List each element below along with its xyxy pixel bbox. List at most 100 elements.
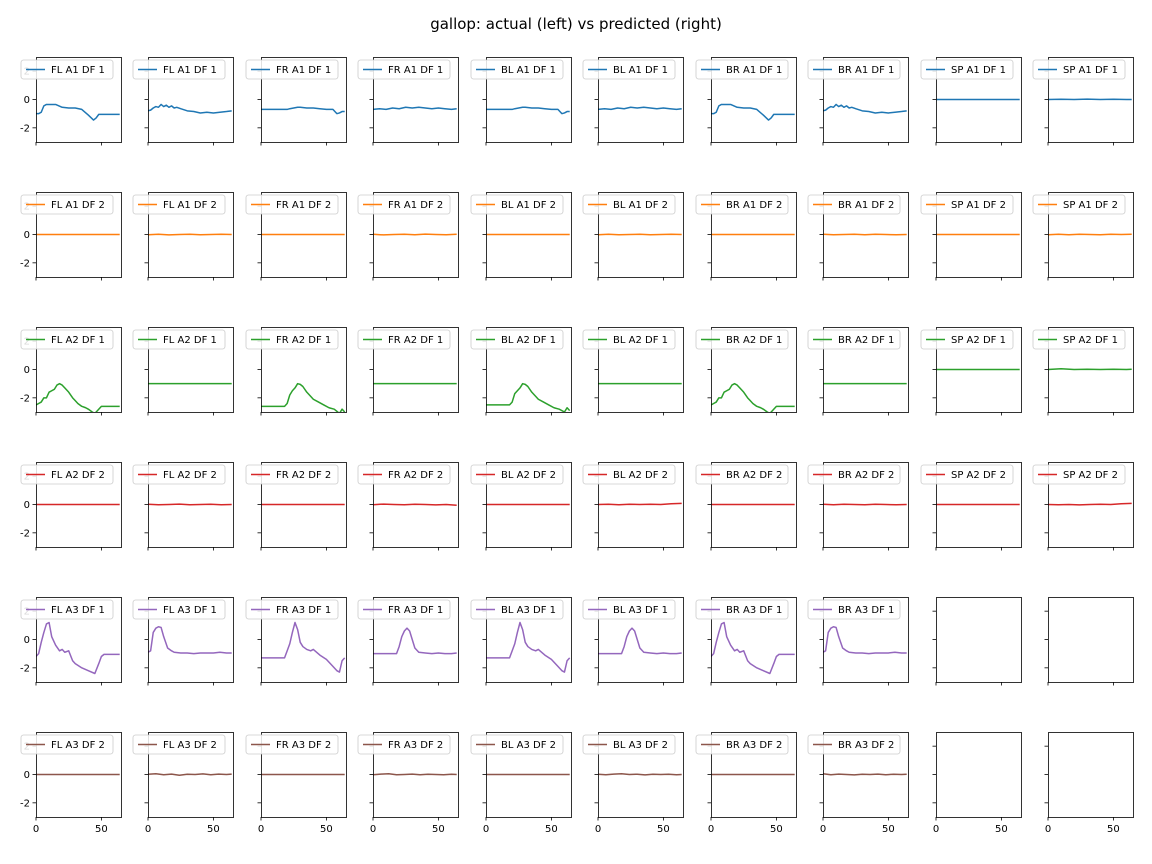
x-tick-label: 50 <box>320 824 333 835</box>
x-tick-label: 50 <box>545 824 558 835</box>
legend: BR A2 DF 2 <box>807 464 901 485</box>
axes-frame <box>148 462 234 548</box>
y-tick-label: -2 <box>20 798 30 809</box>
subplot-3-9: SP A2 DF 2 <box>1032 462 1134 551</box>
axes-frame <box>936 462 1022 548</box>
subplot-4-6: BR A3 DF 1 <box>695 597 797 686</box>
axes-frame <box>486 462 572 548</box>
axes-frame <box>148 597 234 683</box>
legend-label: FL A1 DF 1 <box>51 65 105 76</box>
series-line <box>823 233 907 236</box>
legend-label: BL A3 DF 2 <box>613 740 668 751</box>
axes-frame <box>148 732 234 818</box>
subplot-4-0: -202FL A3 DF 1 <box>20 597 122 686</box>
legend: BR A1 DF 1 <box>695 59 789 80</box>
subplot-2-7: BR A2 DF 1 <box>807 327 909 416</box>
legend-box <box>245 734 339 755</box>
subplot-2-8: SP A2 DF 1 <box>920 327 1022 416</box>
legend: BR A2 DF 2 <box>695 464 789 485</box>
legend-label: BL A2 DF 2 <box>501 470 556 481</box>
axes-frame <box>486 327 572 413</box>
legend-box <box>470 194 564 215</box>
series-line <box>373 503 457 506</box>
legend-label: BR A2 DF 2 <box>838 470 894 481</box>
legend: FR A2 DF 2 <box>245 464 339 485</box>
x-tick-label: 50 <box>95 824 108 835</box>
figure-title: gallop: actual (left) vs predicted (righ… <box>430 15 722 33</box>
legend-box <box>470 734 564 755</box>
legend-box <box>132 59 226 80</box>
axes-frame <box>711 327 797 413</box>
series-line <box>823 103 907 114</box>
subplot-1-7: BR A1 DF 2 <box>807 192 909 281</box>
x-tick-label: 0 <box>933 824 939 835</box>
subplot-2-9: SP A2 DF 1 <box>1032 327 1134 416</box>
series-line <box>598 106 682 111</box>
legend-box <box>245 599 339 620</box>
subplot-1-1: FL A1 DF 2 <box>132 192 234 281</box>
subplot-3-4: BL A2 DF 2 <box>470 462 572 551</box>
axes-frame <box>1048 597 1134 683</box>
legend-box <box>20 194 114 215</box>
series-line <box>486 106 570 115</box>
subplot-4-7: BR A3 DF 1 <box>807 597 909 686</box>
legend: SP A2 DF 1 <box>920 329 1014 350</box>
y-tick-label: -2 <box>20 258 30 269</box>
legend: FL A2 DF 1 <box>132 329 226 350</box>
subplot-5-0: -202050FL A3 DF 2 <box>20 732 122 835</box>
legend: FL A3 DF 1 <box>132 599 226 620</box>
axes-frame <box>36 462 122 548</box>
legend-box <box>807 599 901 620</box>
y-tick-label: -2 <box>20 528 30 539</box>
legend-label: FL A3 DF 1 <box>51 605 105 616</box>
x-tick-label: 50 <box>657 824 670 835</box>
legend: SP A1 DF 2 <box>1032 194 1126 215</box>
legend: FL A2 DF 1 <box>20 329 114 350</box>
legend-label: FR A1 DF 2 <box>276 200 331 211</box>
axes-frame <box>261 462 347 548</box>
legend-label: FR A3 DF 1 <box>388 605 443 616</box>
subplot-0-0: -202FL A1 DF 1 <box>20 57 122 146</box>
subplot-1-6: BR A1 DF 2 <box>695 192 797 281</box>
legend: FR A1 DF 2 <box>357 194 451 215</box>
legend-label: BL A3 DF 2 <box>501 740 556 751</box>
legend-box <box>920 194 1014 215</box>
series-line <box>36 103 120 121</box>
subplot-5-9: 0 50 <box>1044 732 1134 835</box>
legend-label: FR A1 DF 1 <box>276 65 331 76</box>
legend-box <box>20 329 114 350</box>
legend-box <box>582 194 676 215</box>
subplot-5-1: 0 50 FL A3 DF 2 <box>132 732 234 835</box>
axes-frame <box>373 327 459 413</box>
legend: BL A1 DF 2 <box>582 194 676 215</box>
legend: FL A3 DF 2 <box>132 734 226 755</box>
legend-box <box>807 329 901 350</box>
subplot-1-4: BL A1 DF 2 <box>470 192 572 281</box>
subplot-2-3: FR A2 DF 1 <box>357 327 459 416</box>
axes-frame <box>711 57 797 143</box>
y-tick-label: 0 <box>24 770 30 781</box>
legend-label: BL A3 DF 1 <box>613 605 668 616</box>
series-line <box>1048 233 1132 236</box>
x-tick-label: 0 <box>370 824 376 835</box>
series-line <box>598 627 682 655</box>
x-tick-label: 0 <box>145 824 151 835</box>
legend: FR A1 DF 2 <box>245 194 339 215</box>
series-line <box>598 773 682 776</box>
legend: FR A3 DF 1 <box>357 599 451 620</box>
axes-frame <box>936 597 1022 683</box>
axes-frame <box>823 327 909 413</box>
legend-box <box>470 599 564 620</box>
legend-box <box>132 599 226 620</box>
axes-frame <box>373 597 459 683</box>
series-line <box>36 382 120 412</box>
axes-frame <box>1048 192 1134 278</box>
legend-box <box>357 599 451 620</box>
subplot-3-3: FR A2 DF 2 <box>357 462 459 551</box>
subplot-3-8: SP A2 DF 2 <box>920 462 1022 551</box>
legend-label: SP A1 DF 1 <box>951 65 1006 76</box>
subplot-4-3: FR A3 DF 1 <box>357 597 459 686</box>
legend-label: BR A2 DF 2 <box>726 470 782 481</box>
axes-frame <box>1048 327 1134 413</box>
